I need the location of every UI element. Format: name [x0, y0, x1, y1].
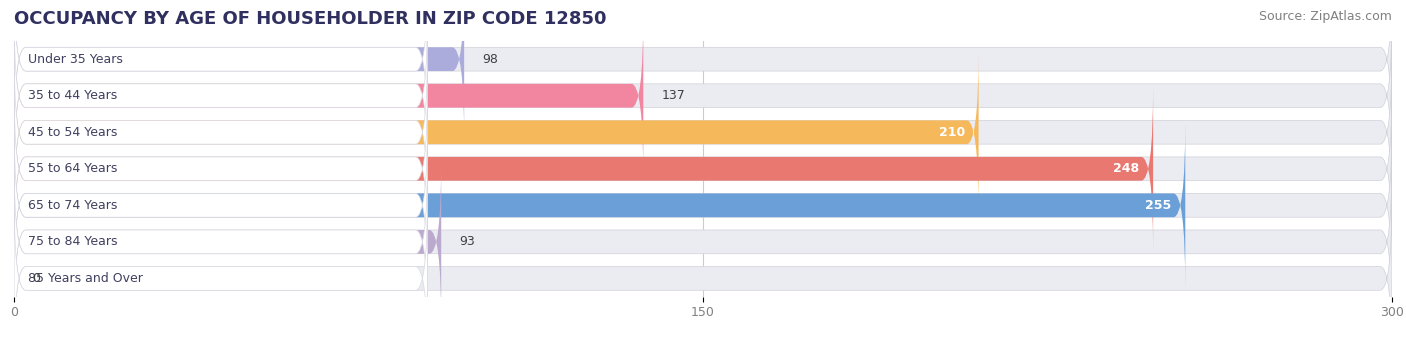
Text: Under 35 Years: Under 35 Years [28, 53, 124, 66]
Text: 35 to 44 Years: 35 to 44 Years [28, 89, 118, 102]
FancyBboxPatch shape [14, 196, 1392, 341]
FancyBboxPatch shape [14, 50, 427, 215]
Text: 248: 248 [1114, 162, 1139, 175]
Text: 75 to 84 Years: 75 to 84 Years [28, 235, 118, 248]
Text: 45 to 54 Years: 45 to 54 Years [28, 126, 118, 139]
FancyBboxPatch shape [14, 0, 464, 142]
FancyBboxPatch shape [14, 13, 1392, 178]
FancyBboxPatch shape [14, 86, 1153, 251]
FancyBboxPatch shape [14, 13, 644, 178]
FancyBboxPatch shape [14, 0, 1392, 142]
Text: 210: 210 [939, 126, 965, 139]
Text: 93: 93 [460, 235, 475, 248]
FancyBboxPatch shape [14, 123, 1185, 288]
FancyBboxPatch shape [14, 0, 427, 142]
FancyBboxPatch shape [14, 86, 1392, 251]
FancyBboxPatch shape [14, 50, 1392, 215]
FancyBboxPatch shape [14, 13, 427, 178]
FancyBboxPatch shape [14, 159, 427, 324]
FancyBboxPatch shape [14, 159, 441, 324]
FancyBboxPatch shape [14, 123, 1392, 288]
FancyBboxPatch shape [14, 50, 979, 215]
Text: Source: ZipAtlas.com: Source: ZipAtlas.com [1258, 10, 1392, 23]
FancyBboxPatch shape [14, 86, 427, 251]
Text: 85 Years and Over: 85 Years and Over [28, 272, 143, 285]
Text: 55 to 64 Years: 55 to 64 Years [28, 162, 118, 175]
FancyBboxPatch shape [14, 123, 427, 288]
Text: 255: 255 [1146, 199, 1171, 212]
Text: 98: 98 [482, 53, 498, 66]
Text: 137: 137 [662, 89, 685, 102]
Text: OCCUPANCY BY AGE OF HOUSEHOLDER IN ZIP CODE 12850: OCCUPANCY BY AGE OF HOUSEHOLDER IN ZIP C… [14, 10, 606, 28]
FancyBboxPatch shape [14, 196, 427, 341]
Text: 0: 0 [32, 272, 41, 285]
Text: 65 to 74 Years: 65 to 74 Years [28, 199, 118, 212]
FancyBboxPatch shape [14, 159, 1392, 324]
